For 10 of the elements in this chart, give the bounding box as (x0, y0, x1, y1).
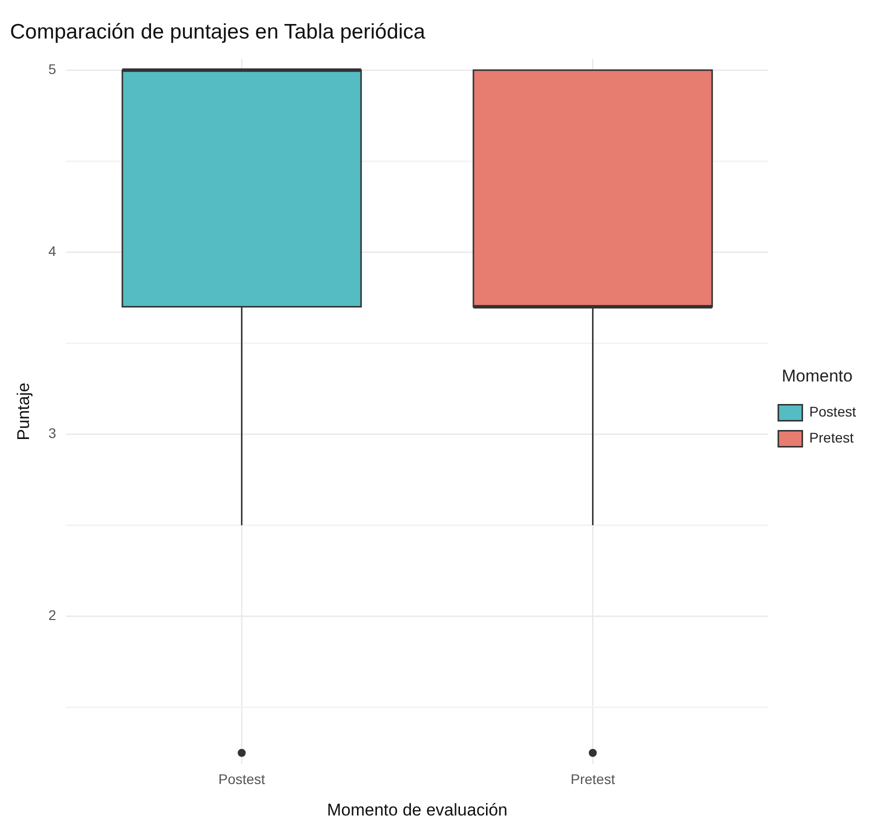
y-tick-label: 5 (48, 60, 56, 77)
x-axis-title: Momento de evaluación (326, 800, 508, 820)
legend-label: Postest (809, 404, 856, 420)
y-axis-title: Puntaje (14, 382, 33, 440)
y-tick-label: 2 (48, 607, 56, 624)
legend-title: Momento (782, 366, 853, 386)
y-tick-label: 3 (48, 425, 56, 442)
y-tick-label: 4 (48, 243, 56, 260)
legend-label: Pretest (809, 430, 854, 446)
chart-title: Comparación de puntajes en Tabla periódica (10, 20, 426, 44)
